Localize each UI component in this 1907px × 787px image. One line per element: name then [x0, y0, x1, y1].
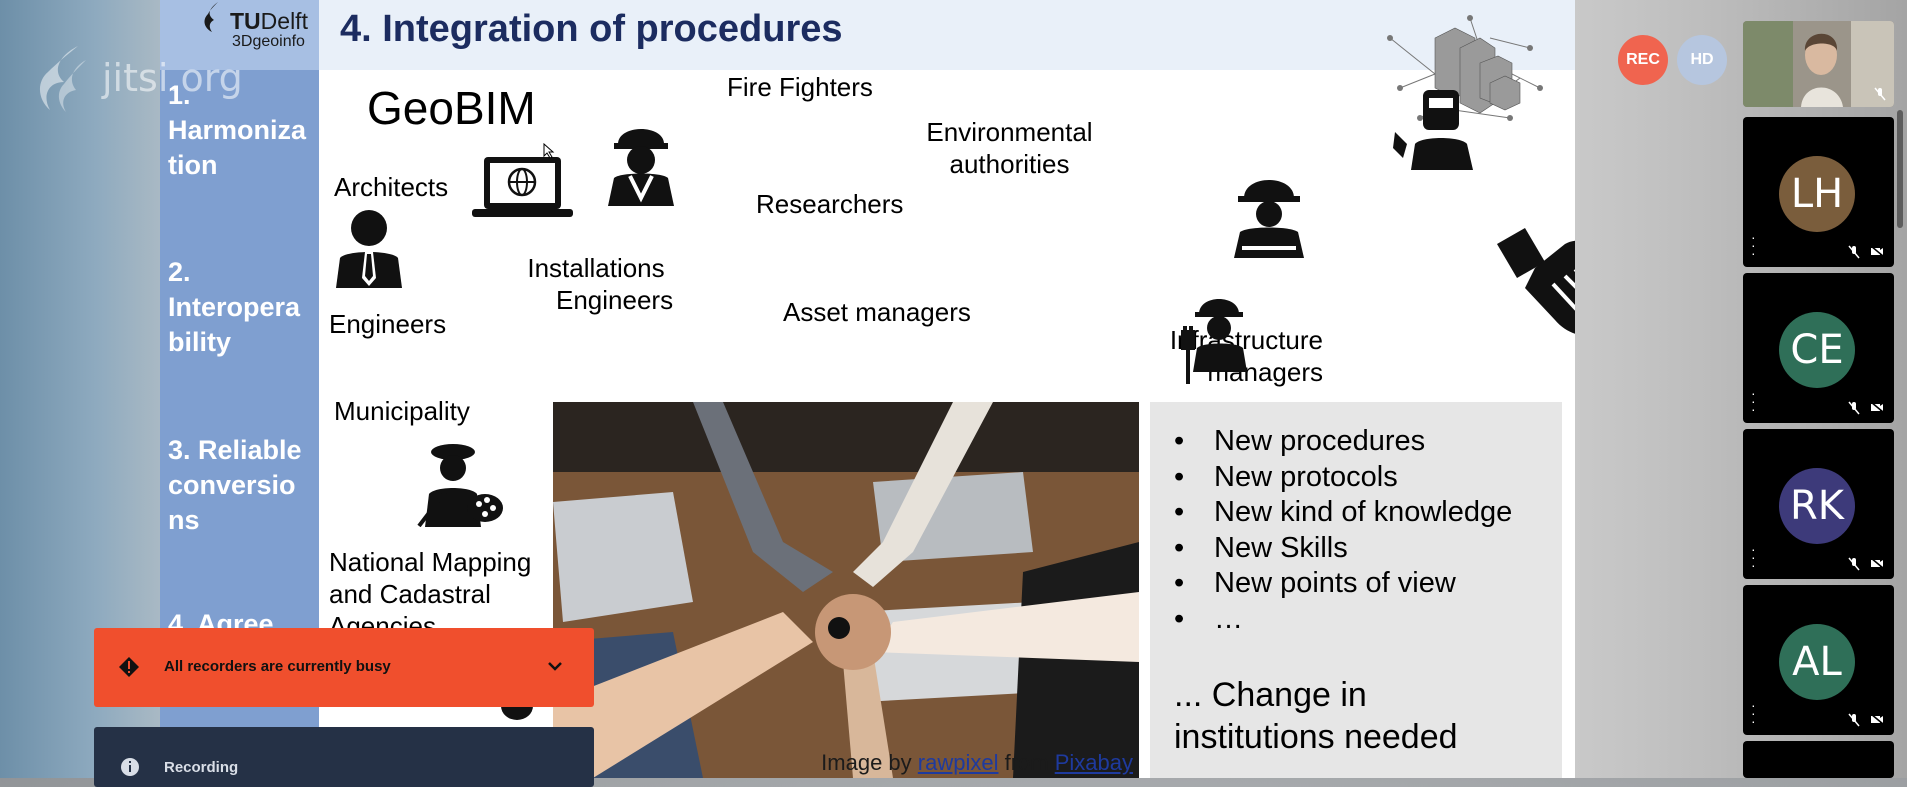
cartographer-artist-icon [417, 444, 503, 527]
list-item: New points of view [1174, 566, 1512, 602]
list-item: New procedures [1174, 424, 1512, 460]
laptop-icon [472, 157, 573, 217]
mic-muted-icon [1848, 401, 1860, 415]
camera-off-icon [1870, 245, 1884, 257]
recording-badge: REC [1618, 35, 1668, 85]
mic-muted-icon [1848, 245, 1860, 259]
label-geobim: GeoBIM [367, 82, 536, 134]
participant-tile[interactable]: RK · · · [1743, 429, 1894, 579]
chevron-down-icon[interactable] [547, 660, 563, 672]
mic-muted-icon [1874, 87, 1886, 101]
list-item: New protocols [1174, 460, 1512, 496]
label-asset-managers: Asset managers [783, 297, 971, 327]
filmstrip-scrollbar[interactable] [1897, 110, 1903, 228]
changes-panel: New procedures New protocols New kind of… [1150, 402, 1562, 778]
step-2: 2. Interopera bility [168, 257, 301, 357]
list-item: New kind of knowledge [1174, 495, 1512, 531]
more-options-icon[interactable]: · · · [1751, 229, 1756, 261]
hd-quality-badge[interactable]: HD [1677, 35, 1727, 85]
jitsi-logo-icon [39, 46, 86, 112]
handshake-icon [1497, 228, 1575, 334]
city-network-icon [1387, 15, 1543, 121]
avatar: AL [1779, 624, 1855, 700]
more-options-icon[interactable]: · · · [1751, 541, 1756, 573]
label-environmental-authorities: Environmental authorities [926, 117, 1093, 179]
rawpixel-link[interactable]: rawpixel [917, 750, 999, 775]
self-video-frame [1743, 21, 1894, 107]
pixabay-link[interactable]: Pixabay [1054, 750, 1133, 775]
participant-tile[interactable]: AL · · · [1743, 585, 1894, 735]
notification-text: All recorders are currently busy [164, 658, 391, 675]
jitsi-watermark: jitsi.org [38, 42, 243, 114]
label-municipality: Municipality [334, 396, 470, 426]
logo-3dgeoinfo: 3Dgeoinfo [232, 33, 305, 50]
recording-notification: Recording [94, 727, 594, 787]
participant-tile[interactable]: LH · · · [1743, 117, 1894, 267]
camera-off-icon [1870, 557, 1884, 569]
logo-tu: TUDelft [230, 8, 308, 34]
notification-text: Recording [164, 759, 239, 776]
avatar: CE [1779, 312, 1855, 388]
engineer-tie-icon [336, 210, 402, 288]
list-item: New Skills [1174, 531, 1512, 567]
avatar: LH [1779, 156, 1855, 232]
participant-tile[interactable]: CE · · · [1743, 273, 1894, 423]
camera-off-icon [1870, 401, 1884, 413]
info-icon [121, 758, 139, 776]
label-researchers: Researchers [756, 189, 904, 219]
more-options-icon[interactable]: · · · [1751, 385, 1756, 417]
label-installations: Installations Engineers [527, 253, 674, 315]
label-fire-fighters: Fire Fighters [727, 72, 873, 102]
label-engineers: Engineers [329, 309, 447, 339]
mic-muted-icon [1848, 713, 1860, 727]
welder-icon [1393, 90, 1473, 170]
conclusion-text: ... Change in institutions needed [1174, 676, 1458, 756]
title-band [319, 0, 1575, 70]
avatar: RK [1779, 468, 1855, 544]
flame-icon [204, 2, 218, 32]
recorders-busy-notification: All recorders are currently busy [94, 628, 594, 707]
teamwork-photo: Image by rawpixel from Pixabay [553, 402, 1139, 778]
list-item: … [1174, 602, 1512, 638]
changes-list: New procedures New protocols New kind of… [1174, 424, 1512, 637]
mouse-cursor-icon [543, 143, 555, 159]
camera-off-icon [1870, 713, 1884, 725]
more-options-icon[interactable]: · · · [1751, 697, 1756, 729]
error-icon [119, 657, 139, 677]
mic-muted-icon [1848, 557, 1860, 571]
watermark-text: jitsi.org [102, 56, 243, 100]
electrician-icon [1181, 299, 1247, 384]
tudelft-logo: TUDelft 3Dgeoinfo [160, 0, 319, 70]
slide-title: 4. Integration of procedures [340, 8, 843, 50]
photo-caption: Image by rawpixel from Pixabay [821, 750, 1133, 775]
participant-tile[interactable] [1743, 741, 1894, 778]
step-1: 1. Harmoniza tion [168, 80, 307, 180]
firefighter-icon [1234, 180, 1304, 258]
label-architects: Architects [334, 172, 449, 202]
step-3: 3. Reliable conversio ns [168, 435, 302, 535]
fist-bump-image [553, 402, 1139, 778]
worker-hardhat-icon [608, 129, 674, 206]
self-view-tile[interactable] [1743, 21, 1894, 107]
